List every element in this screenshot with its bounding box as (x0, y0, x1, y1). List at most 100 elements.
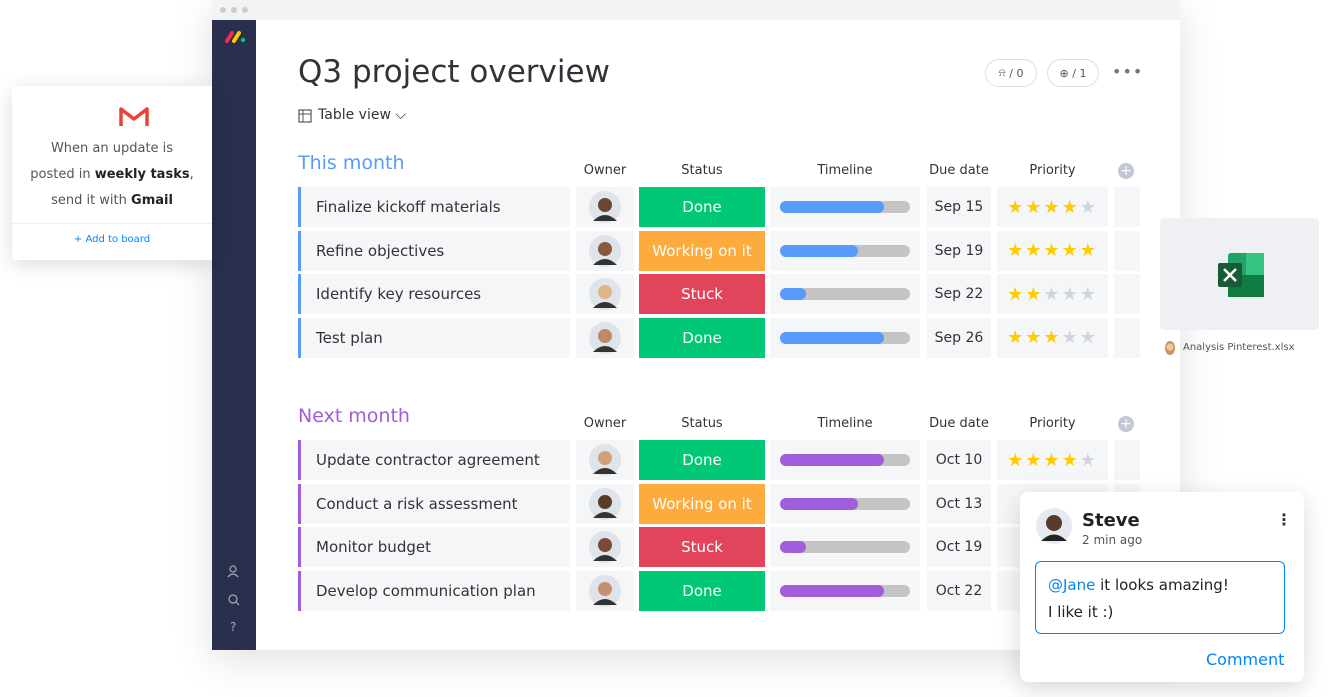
avatar (589, 574, 621, 607)
text: send it with (51, 193, 127, 208)
star: ★ (1043, 196, 1062, 218)
comment-author: Steve (1082, 510, 1140, 531)
due-cell: Sep 26 (927, 317, 991, 358)
status-label: Done (682, 198, 722, 216)
add-column[interactable]: + (1118, 416, 1134, 432)
star: ★ (1079, 240, 1098, 261)
board: This month Owner Status Timeline Due date Pri… (212, 0, 1180, 650)
board-title: Q3 project overview (298, 54, 610, 90)
add-column[interactable]: + (1118, 163, 1134, 179)
star: ★ (1007, 327, 1026, 348)
status-cell[interactable]: Done (639, 440, 765, 480)
avatar (589, 531, 621, 563)
add-to-board[interactable]: + Add to board (73, 234, 151, 245)
task-name: Monitor budget (316, 538, 431, 556)
timeline-track (780, 288, 910, 300)
star: ★ (1061, 196, 1080, 218)
timeline-progress (780, 201, 884, 213)
owner-cell (576, 570, 634, 611)
owner-cell (576, 230, 634, 271)
comment-card: Steve 2 min ago ⋮ @Jane it looks amazing… (1020, 492, 1304, 682)
task-name: Conduct a risk assessment (316, 494, 518, 513)
timeline-progress (780, 244, 858, 257)
status-label: Done (682, 451, 722, 469)
due-cell: Oct 10 (927, 440, 991, 480)
column-header: Status (681, 163, 723, 178)
task-cell: Develop communication plan (298, 570, 570, 611)
timeline-progress (780, 497, 858, 510)
sidebar-icons[interactable]: ? (226, 565, 242, 635)
comment-button[interactable]: Comment (1206, 650, 1285, 669)
owner-cell (576, 187, 634, 227)
avatar (589, 191, 621, 223)
status-label: Working on it (652, 241, 752, 260)
badge[interactable]: ⊕ / 1 (1047, 59, 1099, 87)
star: ★ (1007, 283, 1026, 305)
column-header: Owner (583, 163, 627, 178)
timeline-progress (780, 541, 806, 553)
empty-cell (1114, 440, 1140, 480)
status-cell[interactable]: Stuck (639, 274, 765, 314)
priority-cell: ★ ★ ★ ★ ★ (997, 440, 1108, 480)
avatar (589, 487, 621, 520)
attachment-preview[interactable] (1160, 218, 1319, 330)
column-header: Status (681, 416, 723, 431)
status-cell[interactable]: Working on it (639, 483, 765, 524)
column-header: Due date (929, 416, 989, 431)
table-icon (298, 109, 312, 123)
task-cell: Monitor budget (298, 527, 570, 567)
task-cell: Conduct a risk assessment (298, 483, 570, 524)
star: ★ (1007, 196, 1026, 218)
star: ★ (1043, 283, 1062, 305)
due-date: Sep 26 (934, 329, 984, 346)
status-label: Done (682, 328, 722, 347)
timeline-progress (780, 288, 806, 300)
task-cell: Refine objectives (298, 230, 570, 271)
text: When an update is (50, 141, 174, 156)
due-cell: Oct 22 (927, 570, 991, 611)
text-bold: weekly tasks (94, 167, 190, 182)
priority-cell: ★ ★ ★ ★ ★ (997, 230, 1108, 271)
star: ★ (1061, 240, 1080, 261)
empty-cell (1114, 187, 1140, 227)
group-title: Next month (298, 405, 410, 427)
column-header: Timeline (817, 163, 873, 178)
avatar (1036, 508, 1072, 544)
more-menu[interactable]: ••• (1112, 62, 1144, 81)
due-cell: Oct 19 (927, 527, 991, 567)
owner-cell (576, 317, 634, 358)
comment-menu[interactable]: ⋮ (1276, 510, 1292, 529)
task-name: Test plan (316, 328, 383, 347)
avatar (589, 278, 621, 310)
column-header: Priority (1029, 163, 1076, 178)
due-cell: Sep 15 (927, 187, 991, 227)
comment-body: @Jane it looks amazing! I like it :) (1035, 561, 1285, 634)
text: it looks amazing! (1100, 576, 1229, 594)
priority-cell: ★ ★ ★ ★ ★ (997, 187, 1108, 227)
view-switcher[interactable]: Table view ⌵ (318, 107, 406, 123)
status-cell[interactable]: Done (639, 187, 765, 227)
automation-card: When an update is posted in weekly tasks… (12, 86, 212, 260)
text: , (189, 167, 194, 182)
badge-label: / 0 (1009, 66, 1024, 80)
star: ★ (1007, 449, 1026, 471)
task-name: Finalize kickoff materials (316, 198, 501, 216)
status-cell[interactable]: Done (639, 317, 765, 358)
timeline-progress (780, 584, 884, 597)
status-label: Working on it (652, 494, 752, 513)
column-header: Owner (583, 416, 627, 431)
due-date: Sep 19 (934, 242, 984, 259)
status-cell[interactable]: Stuck (639, 527, 765, 567)
task-cell: Test plan (298, 317, 570, 358)
status-cell[interactable]: Working on it (639, 230, 765, 271)
group-title: This month (298, 152, 405, 174)
badge[interactable]: ⍾ / 0 (985, 59, 1037, 87)
star: ★ (1043, 240, 1062, 261)
due-cell: Sep 22 (927, 274, 991, 314)
star: ★ (1025, 449, 1044, 471)
column-header: Due date (929, 163, 989, 178)
status-cell[interactable]: Done (639, 570, 765, 611)
star: ★ (1007, 240, 1026, 261)
task-name: Refine objectives (316, 241, 445, 260)
